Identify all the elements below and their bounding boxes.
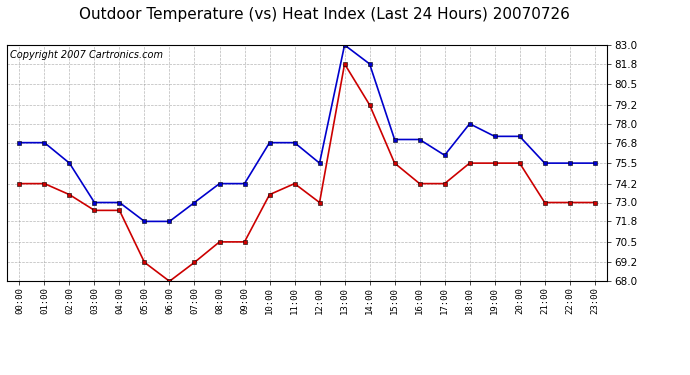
Text: Copyright 2007 Cartronics.com: Copyright 2007 Cartronics.com bbox=[10, 50, 163, 60]
Text: Outdoor Temperature (vs) Heat Index (Last 24 Hours) 20070726: Outdoor Temperature (vs) Heat Index (Las… bbox=[79, 8, 570, 22]
